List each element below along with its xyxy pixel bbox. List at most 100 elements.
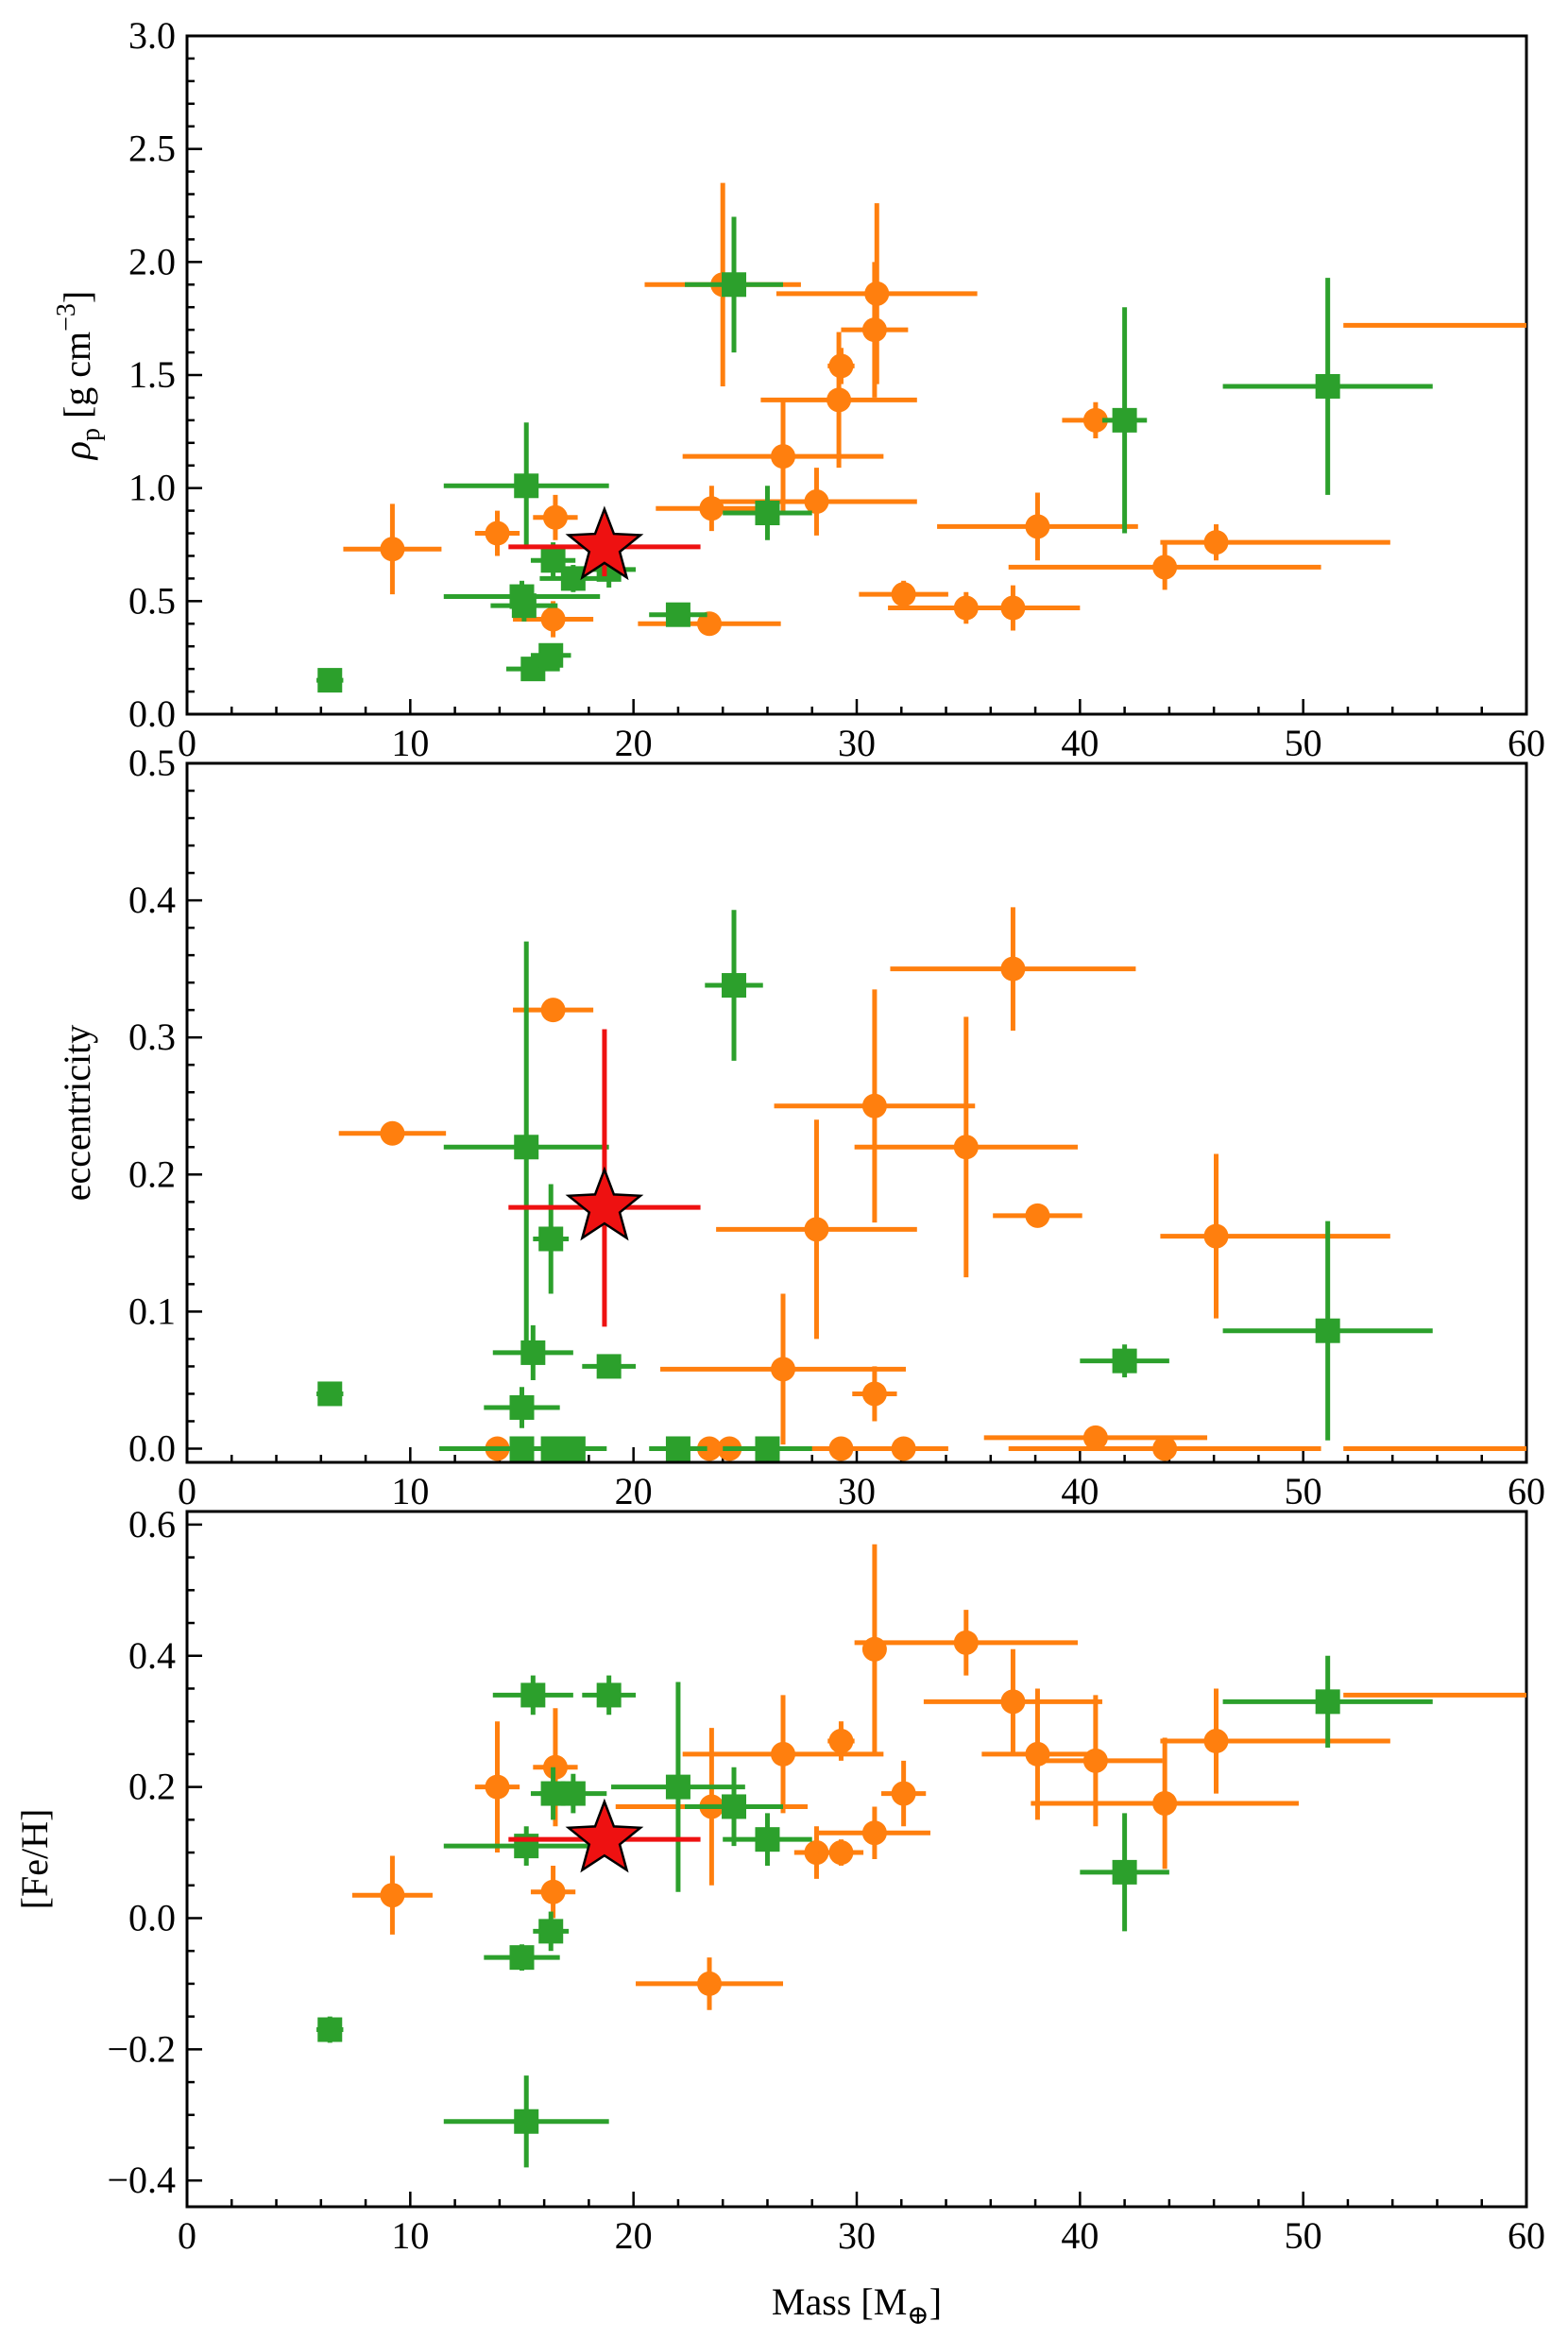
y-tick-label: 1.5 (128, 353, 176, 396)
x-tick-label: 0 (178, 722, 196, 764)
circle-marker (1203, 1729, 1229, 1754)
square-marker (514, 473, 539, 499)
square-point (649, 602, 707, 627)
circle-marker (828, 1436, 854, 1461)
circle-point (818, 1806, 930, 1859)
star-point (508, 1798, 701, 1873)
x-tick-label: 60 (1508, 722, 1545, 764)
circle-point (682, 1695, 884, 1814)
circle-point (474, 1721, 520, 1853)
square-marker (317, 1381, 343, 1407)
circle-point (827, 348, 855, 384)
square-point (582, 1675, 637, 1716)
circle-marker (485, 1774, 510, 1800)
square-marker (514, 1135, 539, 1160)
y-tick-label: 0.3 (128, 1016, 176, 1058)
square-point (1080, 1344, 1169, 1378)
x-tick-label: 30 (838, 2214, 876, 2257)
y-tick-label: 0.5 (128, 579, 176, 622)
x-tick-label: 30 (838, 1470, 876, 1512)
circle-point (1031, 1737, 1299, 1869)
square-marker (317, 2017, 343, 2042)
square-point (685, 216, 784, 353)
square-point (492, 1675, 573, 1716)
circle-point (981, 1688, 1094, 1820)
circle-point (638, 611, 781, 637)
circle-marker (828, 1729, 854, 1754)
circle-point (774, 989, 976, 1223)
square-point (705, 910, 763, 1061)
x-tick-label: 50 (1285, 1470, 1322, 1512)
x-tick-label: 40 (1061, 1470, 1099, 1512)
axes-density: 0 10 20 30 40 50 60 0.0 0.5 1.0 1.5 2.0 2.5 3.0 (128, 14, 1545, 764)
square-point (1080, 1813, 1169, 1932)
square-marker (755, 1436, 780, 1461)
y-tick-label: 2.5 (128, 128, 176, 170)
circle-marker (804, 1840, 829, 1866)
circle-marker (861, 1381, 887, 1407)
square-point (443, 2075, 609, 2168)
y-tick-label: 0.5 (128, 742, 176, 784)
marks-density (316, 182, 1526, 693)
circle-point (861, 1544, 887, 1754)
circle-marker (697, 611, 723, 637)
square-point (723, 486, 812, 540)
circle-point (338, 1120, 447, 1146)
square-point (484, 1944, 560, 1972)
circle-marker (1152, 1436, 1178, 1461)
square-point (723, 1813, 812, 1866)
circle-marker (891, 1781, 916, 1806)
square-marker (538, 642, 564, 668)
circle-marker (1152, 1790, 1178, 1816)
x-tick-label: 20 (615, 1470, 653, 1512)
y-tick-label: 0.0 (128, 1426, 176, 1469)
circle-marker (1000, 956, 1026, 982)
square-point (533, 1911, 570, 1952)
circle-marker (1000, 595, 1026, 621)
circle-point (993, 1203, 1082, 1228)
square-marker (722, 973, 747, 999)
circle-marker (540, 606, 566, 632)
circle-marker (1082, 407, 1108, 433)
circle-marker (864, 281, 890, 306)
circle-point (533, 494, 578, 540)
square-point (443, 422, 609, 550)
circle-point (923, 1648, 1102, 1754)
circle-marker (1082, 1425, 1108, 1450)
square-marker (509, 1436, 535, 1461)
square-marker (520, 1682, 546, 1708)
circle-marker (1152, 555, 1178, 580)
x-tick-label: 20 (615, 2214, 653, 2257)
circle-marker (485, 521, 510, 546)
square-point (1222, 278, 1433, 495)
circle-point (1008, 1436, 1321, 1461)
axes-metallicity: 0 10 20 30 40 50 60 −0.4 −0.2 0.0 0.2 0.4 0.6 (107, 1503, 1545, 2257)
circle-point (827, 1721, 855, 1761)
square-marker (755, 500, 780, 525)
x-tick-label: 10 (391, 1470, 429, 1512)
square-point (685, 1767, 784, 1847)
ylabel-metallicity: [Fe/H] (13, 1809, 56, 1910)
circle-point (1160, 1153, 1390, 1319)
y-tick-label: 0.2 (128, 1766, 176, 1808)
square-point (492, 1324, 573, 1380)
x-tick-label: 40 (1061, 722, 1099, 764)
circle-point (660, 1293, 906, 1445)
circle-marker (891, 582, 916, 607)
circle-point (682, 400, 884, 513)
square-point (316, 1381, 344, 1407)
circle-point (656, 486, 768, 532)
y-tick-label: 1.0 (128, 467, 176, 509)
y-tick-label: 3.0 (128, 14, 176, 57)
circle-marker (1025, 1203, 1050, 1228)
circle-marker (1082, 1748, 1108, 1773)
circle-marker (380, 1120, 405, 1146)
circle-point (793, 1826, 840, 1879)
circle-point (946, 585, 1081, 631)
square-point (316, 2016, 344, 2043)
square-marker (560, 1781, 586, 1806)
circle-point (716, 1119, 917, 1340)
circle-point (716, 468, 917, 536)
square-marker (520, 1340, 546, 1365)
panel-eccentricity: 0 10 20 30 40 50 60 0.0 0.1 0.2 0.3 0.4 0.5 eccentri… (56, 742, 1545, 1512)
